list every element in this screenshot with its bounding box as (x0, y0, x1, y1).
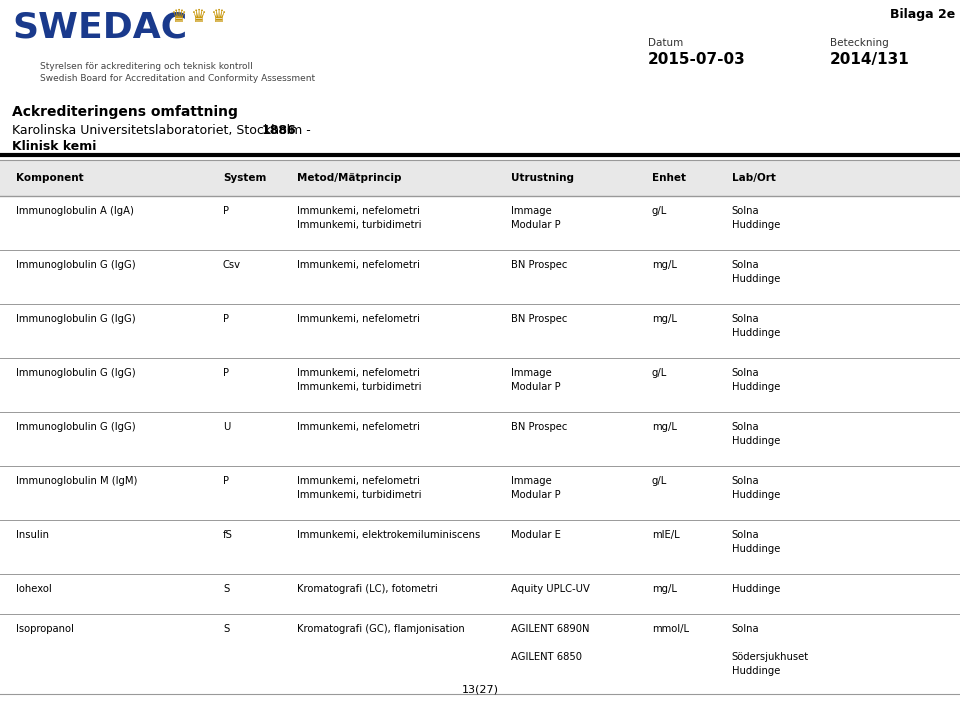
Text: Immunkemi, elektrokemiluminiscens: Immunkemi, elektrokemiluminiscens (297, 530, 480, 540)
Text: Immunoglobulin G (IgG): Immunoglobulin G (IgG) (15, 314, 135, 324)
Text: P: P (223, 206, 228, 216)
Text: Immage
Modular P: Immage Modular P (511, 206, 561, 230)
Text: mmol/L: mmol/L (652, 624, 689, 634)
Text: Solna
Huddinge: Solna Huddinge (732, 368, 780, 392)
Text: 2015-07-03: 2015-07-03 (648, 52, 746, 67)
Text: 13(27): 13(27) (462, 685, 498, 695)
Text: Ackrediteringens omfattning: Ackrediteringens omfattning (12, 105, 238, 119)
Text: Solna
Huddinge: Solna Huddinge (732, 530, 780, 554)
Text: Komponent: Komponent (15, 173, 84, 183)
Text: P: P (223, 476, 228, 486)
Text: mg/L: mg/L (652, 314, 677, 324)
Text: P: P (223, 368, 228, 378)
Text: Karolinska Universitetslaboratoriet, Stockholm -: Karolinska Universitetslaboratoriet, Sto… (12, 124, 315, 137)
Text: Swedish Board for Accreditation and Conformity Assessment: Swedish Board for Accreditation and Conf… (40, 74, 315, 83)
Text: Immunoglobulin G (IgG): Immunoglobulin G (IgG) (15, 368, 135, 378)
Text: g/L: g/L (652, 206, 667, 216)
Text: Immunkemi, nefelometri: Immunkemi, nefelometri (297, 260, 420, 270)
Text: Modular E: Modular E (511, 530, 561, 540)
Text: Styrelsen för ackreditering och teknisk kontroll: Styrelsen för ackreditering och teknisk … (40, 62, 252, 71)
Text: Immunkemi, nefelometri: Immunkemi, nefelometri (297, 314, 420, 324)
Text: Immunoglobulin A (IgA): Immunoglobulin A (IgA) (15, 206, 133, 216)
Text: BN Prospec: BN Prospec (511, 422, 567, 432)
Text: mg/L: mg/L (652, 260, 677, 270)
Text: Aquity UPLC-UV: Aquity UPLC-UV (511, 584, 589, 594)
Text: mg/L: mg/L (652, 422, 677, 432)
Text: Huddinge: Huddinge (732, 584, 780, 594)
Text: System: System (223, 173, 266, 183)
Text: Datum: Datum (648, 38, 684, 48)
Text: Immunkemi, nefelometri
Immunkemi, turbidimetri: Immunkemi, nefelometri Immunkemi, turbid… (297, 368, 421, 392)
Text: Insulin: Insulin (15, 530, 49, 540)
Text: AGILENT 6890N

AGILENT 6850: AGILENT 6890N AGILENT 6850 (511, 624, 589, 662)
Text: Utrustning: Utrustning (511, 173, 574, 183)
Text: Solna
Huddinge: Solna Huddinge (732, 206, 780, 230)
Text: Csv: Csv (223, 260, 241, 270)
Text: Immunkemi, nefelometri
Immunkemi, turbidimetri: Immunkemi, nefelometri Immunkemi, turbid… (297, 206, 421, 230)
Text: 1886: 1886 (262, 124, 297, 137)
Text: Enhet: Enhet (652, 173, 686, 183)
Text: mIE/L: mIE/L (652, 530, 680, 540)
Text: Immage
Modular P: Immage Modular P (511, 476, 561, 500)
Text: Iohexol: Iohexol (15, 584, 51, 594)
Text: Solna
Huddinge: Solna Huddinge (732, 422, 780, 446)
Text: g/L: g/L (652, 368, 667, 378)
Text: Immunoglobulin M (IgM): Immunoglobulin M (IgM) (15, 476, 137, 486)
Text: S: S (223, 624, 229, 634)
Text: Kromatografi (GC), flamjonisation: Kromatografi (GC), flamjonisation (297, 624, 465, 634)
Text: ♛: ♛ (210, 8, 226, 26)
Text: Immunoglobulin G (IgG): Immunoglobulin G (IgG) (15, 260, 135, 270)
Text: SWEDAC: SWEDAC (12, 10, 187, 44)
Text: Bilaga 2e: Bilaga 2e (890, 8, 955, 21)
Text: Lab/Ort: Lab/Ort (732, 173, 776, 183)
Text: Isopropanol: Isopropanol (15, 624, 73, 634)
Text: Solna
Huddinge: Solna Huddinge (732, 260, 780, 284)
Text: ♛: ♛ (170, 8, 186, 26)
Text: Beteckning: Beteckning (830, 38, 889, 48)
Text: Solna
Huddinge: Solna Huddinge (732, 314, 780, 338)
Text: Klinisk kemi: Klinisk kemi (12, 140, 96, 153)
Text: Immunkemi, nefelometri
Immunkemi, turbidimetri: Immunkemi, nefelometri Immunkemi, turbid… (297, 476, 421, 500)
Text: U: U (223, 422, 230, 432)
Text: Immunoglobulin G (IgG): Immunoglobulin G (IgG) (15, 422, 135, 432)
Text: P: P (223, 314, 228, 324)
Text: mg/L: mg/L (652, 584, 677, 594)
Text: ♛: ♛ (190, 8, 206, 26)
Text: Metod/Mätprincip: Metod/Mätprincip (297, 173, 401, 183)
Text: Solna

Södersjukhuset
Huddinge: Solna Södersjukhuset Huddinge (732, 624, 809, 676)
Text: BN Prospec: BN Prospec (511, 314, 567, 324)
Bar (0, 160, 960, 196)
Text: Immunkemi, nefelometri: Immunkemi, nefelometri (297, 422, 420, 432)
Text: S: S (223, 584, 229, 594)
Text: 2014/131: 2014/131 (830, 52, 910, 67)
Text: Immage
Modular P: Immage Modular P (511, 368, 561, 392)
Text: BN Prospec: BN Prospec (511, 260, 567, 270)
Text: g/L: g/L (652, 476, 667, 486)
Text: Kromatografi (LC), fotometri: Kromatografi (LC), fotometri (297, 584, 438, 594)
Text: Solna
Huddinge: Solna Huddinge (732, 476, 780, 500)
Text: fS: fS (223, 530, 232, 540)
